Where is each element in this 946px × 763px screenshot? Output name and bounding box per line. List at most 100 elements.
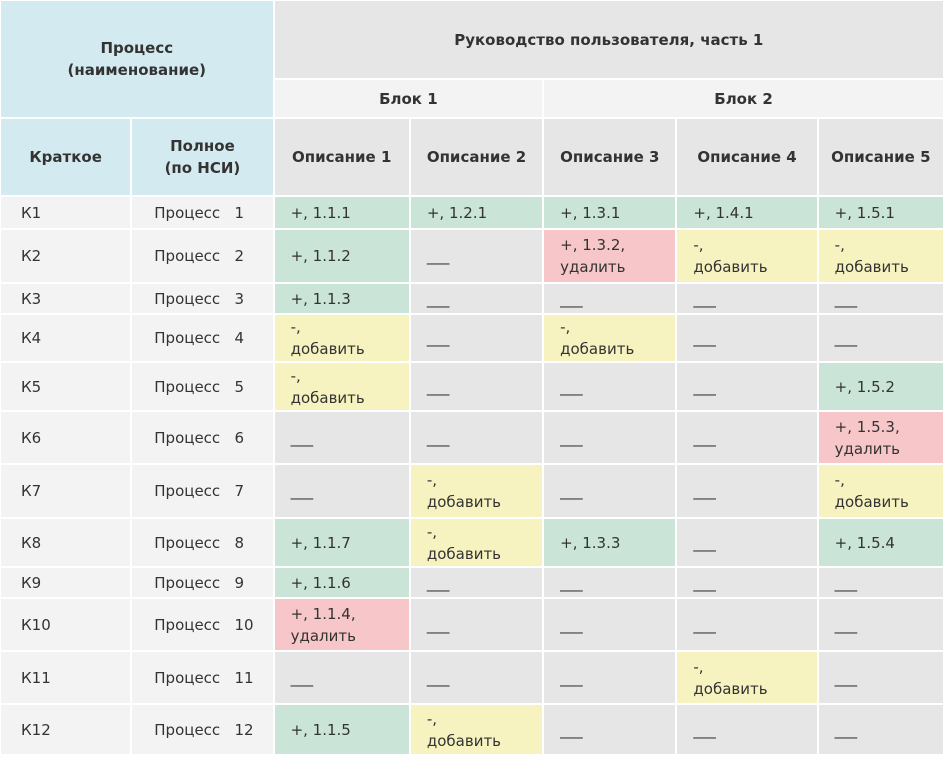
status-cell: +, 1.1.2 — [274, 230, 409, 282]
data-row: К3 Процесс 3 +, 1.1.3 ___ ___ ___ ___ — [1, 284, 943, 313]
status-cell: -, добавить — [274, 363, 409, 410]
status-cell: +, 1.5.1 — [818, 197, 943, 228]
status-cell: -, добавить — [818, 230, 943, 282]
status-cell: +, 1.3.3 — [544, 519, 676, 566]
status-cell: +, 1.1.5 — [274, 705, 409, 754]
full-name: Процесс 12 — [132, 705, 273, 754]
status-cell: +, 1.1.4, удалить — [274, 599, 409, 650]
status-cell: ___ — [677, 315, 817, 361]
short-name: К12 — [1, 705, 131, 754]
short-name: К10 — [1, 599, 131, 650]
full-header: Полное (по НСИ) — [132, 119, 273, 195]
data-row: К7 Процесс 7 ___ -, добавить ___ ___ -, добави… — [1, 465, 943, 517]
full-name: Процесс 8 — [132, 519, 273, 566]
data-row: К4 Процесс 4 -, добавить ___ -, добавить ___ _… — [1, 315, 943, 361]
status-cell: ___ — [544, 412, 676, 463]
status-cell: ___ — [818, 652, 943, 703]
status-cell: +, 1.3.2, удалить — [544, 230, 676, 282]
status-cell: ___ — [677, 705, 817, 754]
status-cell: ___ — [818, 568, 943, 597]
status-cell: +, 1.3.1 — [544, 197, 676, 228]
status-cell: ___ — [677, 465, 817, 517]
data-row: К11 Процесс 11 ___ ___ ___ -, добавить ___ — [1, 652, 943, 703]
status-cell: +, 1.5.2 — [818, 363, 943, 410]
data-row: К5 Процесс 5 -, добавить ___ ___ ___ +, 1.5.2 — [1, 363, 943, 410]
description-header: Описание 2 — [410, 119, 543, 195]
status-cell: -, добавить — [410, 465, 543, 517]
status-cell: -, добавить — [677, 230, 817, 282]
block-header: Блок 2 — [544, 80, 943, 117]
full-name: Процесс 3 — [132, 284, 273, 313]
status-cell: -, добавить — [410, 519, 543, 566]
status-cell: ___ — [410, 284, 543, 313]
status-cell: ___ — [544, 705, 676, 754]
status-cell: ___ — [410, 363, 543, 410]
full-name: Процесс 10 — [132, 599, 273, 650]
guide-header: Руководство пользователя, часть 1 — [274, 1, 943, 78]
full-name: Процесс 11 — [132, 652, 273, 703]
full-name: Процесс 1 — [132, 197, 273, 228]
data-row: К9 Процесс 9 +, 1.1.6 ___ ___ ___ ___ — [1, 568, 943, 597]
status-cell: ___ — [677, 412, 817, 463]
status-cell: +, 1.1.7 — [274, 519, 409, 566]
short-name: К8 — [1, 519, 131, 566]
status-cell: +, 1.5.4 — [818, 519, 943, 566]
status-cell: ___ — [677, 363, 817, 410]
status-cell: ___ — [410, 568, 543, 597]
status-cell: ___ — [544, 652, 676, 703]
status-cell: ___ — [274, 465, 409, 517]
description-header: Описание 4 — [677, 119, 817, 195]
status-cell: +, 1.4.1 — [677, 197, 817, 228]
status-cell: +, 1.2.1 — [410, 197, 543, 228]
status-cell: -, добавить — [818, 465, 943, 517]
block-row: Блок 1 Блок 2 — [1, 80, 943, 117]
short-name: К7 — [1, 465, 131, 517]
status-cell: ___ — [544, 363, 676, 410]
short-name: К4 — [1, 315, 131, 361]
full-name: Процесс 2 — [132, 230, 273, 282]
status-cell: ___ — [274, 652, 409, 703]
status-cell: +, 1.1.1 — [274, 197, 409, 228]
status-cell: ___ — [818, 599, 943, 650]
short-name: К1 — [1, 197, 131, 228]
header-row: Процесс (наименование) Руководство польз… — [1, 1, 943, 117]
full-name: Процесс 9 — [132, 568, 273, 597]
status-cell: ___ — [544, 465, 676, 517]
process-header: Процесс (наименование) — [1, 1, 273, 117]
status-cell: ___ — [677, 284, 817, 313]
status-cell: ___ — [410, 652, 543, 703]
status-cell: -, добавить — [274, 315, 409, 361]
column-header-row: Краткое Полное (по НСИ) Описание 1 Описа… — [1, 119, 943, 195]
full-name: Процесс 6 — [132, 412, 273, 463]
status-cell: ___ — [818, 315, 943, 361]
short-name: К11 — [1, 652, 131, 703]
description-header: Описание 3 — [544, 119, 676, 195]
status-cell: ___ — [677, 519, 817, 566]
short-header: Краткое — [1, 119, 131, 195]
full-name: Процесс 5 — [132, 363, 273, 410]
description-header: Описание 5 — [818, 119, 943, 195]
status-cell: +, 1.1.3 — [274, 284, 409, 313]
status-cell: ___ — [544, 599, 676, 650]
status-cell: ___ — [410, 315, 543, 361]
description-header: Описание 1 — [274, 119, 409, 195]
data-row: К1 Процесс 1 +, 1.1.1 +, 1.2.1 +, 1.3.1 +, 1.… — [1, 197, 943, 228]
status-cell: ___ — [818, 284, 943, 313]
status-cell: -, добавить — [410, 705, 543, 754]
data-row: К2 Процесс 2 +, 1.1.2 ___ +, 1.3.2, удалить -… — [1, 230, 943, 282]
full-name: Процесс 4 — [132, 315, 273, 361]
status-cell: -, добавить — [544, 315, 676, 361]
data-row: К6 Процесс 6 ___ ___ ___ ___ +, 1.5.3, удалить — [1, 412, 943, 463]
status-cell: ___ — [410, 230, 543, 282]
status-cell: +, 1.1.6 — [274, 568, 409, 597]
status-cell: ___ — [410, 412, 543, 463]
block-header: Блок 1 — [274, 80, 543, 117]
data-row: К12 Процесс 12 +, 1.1.5 -, добавить ___ ___ __… — [1, 705, 943, 754]
status-cell: ___ — [544, 568, 676, 597]
status-cell: ___ — [677, 568, 817, 597]
short-name: К6 — [1, 412, 131, 463]
status-cell: ___ — [677, 599, 817, 650]
data-row: К8 Процесс 8 +, 1.1.7 -, добавить +, 1.3.3 __… — [1, 519, 943, 566]
